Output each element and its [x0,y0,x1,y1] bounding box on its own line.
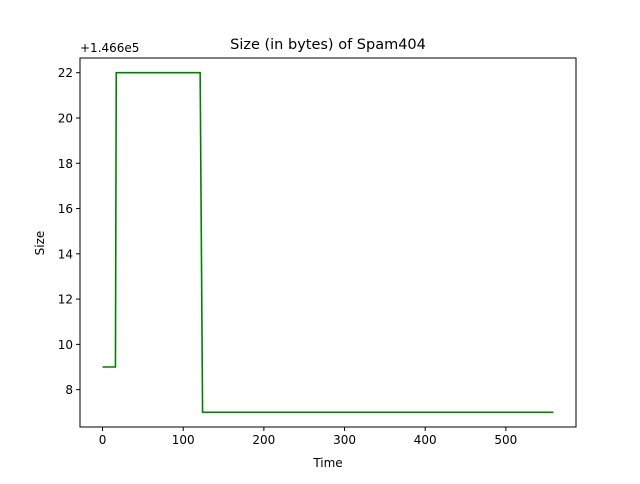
x-tick-label: 200 [252,433,275,447]
y-tick-label: 16 [58,202,73,216]
x-tick-label: 500 [494,433,517,447]
y-tick-label: 20 [58,111,73,125]
y-tick-label: 22 [58,66,73,80]
x-tick-label: 400 [414,433,437,447]
y-axis-label: Size [33,231,47,256]
ticks-layer: 0 100 200 300 400 500 8 10 12 14 16 18 20 22 [58,66,518,447]
x-tick-label: 0 [99,433,107,447]
y-offset-label: +1.466e5 [80,41,139,55]
y-tick-label: 12 [58,293,73,307]
plot-frame [79,57,577,428]
x-tick-label: 300 [333,433,356,447]
y-tick-label: 18 [58,157,73,171]
x-tick-label: 100 [172,433,195,447]
series-line [102,71,554,414]
y-tick-label: 10 [58,338,73,352]
chart-title: Size (in bytes) of Spam404 [230,37,426,53]
x-axis-label: Time [312,456,342,470]
series-layer [102,71,554,414]
y-tick-label: 8 [65,383,73,397]
y-tick-label: 14 [58,247,73,261]
